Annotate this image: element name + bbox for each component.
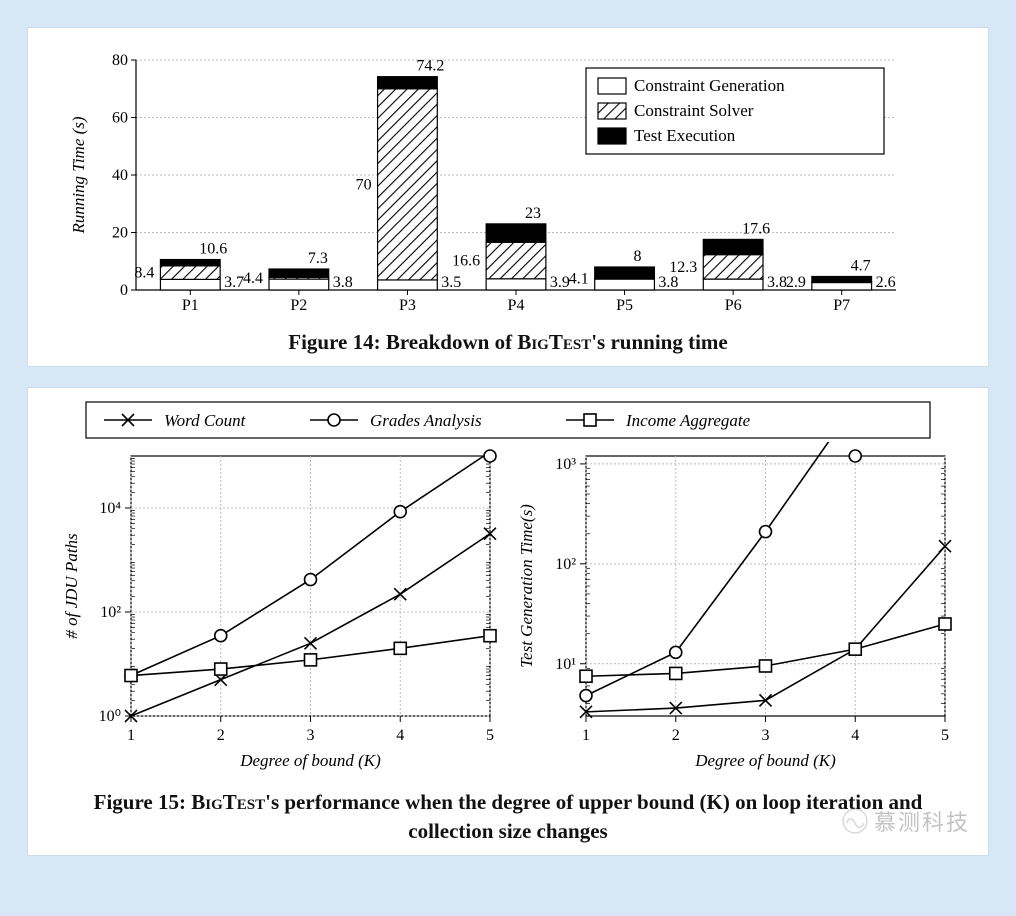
svg-text:17.6: 17.6 [742,220,770,237]
svg-text:12.3: 12.3 [669,259,697,276]
svg-text:10²: 10² [555,556,576,573]
svg-text:2: 2 [217,727,225,744]
svg-text:7.3: 7.3 [308,250,328,267]
svg-text:4: 4 [396,727,404,744]
figure-14-caption: Figure 14: Breakdown of BigTest's runnin… [46,328,970,356]
svg-text:Constraint Solver: Constraint Solver [634,101,754,120]
svg-text:Grades Analysis: Grades Analysis [370,411,482,430]
svg-text:70: 70 [356,176,372,193]
fig15-caption-sc: BigTest [191,790,265,814]
svg-text:Constraint Generation: Constraint Generation [634,76,785,95]
svg-text:P7: P7 [833,297,850,314]
svg-text:P2: P2 [290,297,307,314]
svg-text:3: 3 [307,727,315,744]
svg-text:P4: P4 [508,297,525,314]
svg-text:10⁴: 10⁴ [99,500,121,517]
svg-text:3.5: 3.5 [441,274,461,291]
svg-text:3.8: 3.8 [658,274,678,291]
fig14-caption-suffix: 's running time [591,330,728,354]
svg-text:4.4: 4.4 [243,270,263,287]
svg-text:Running Time (s): Running Time (s) [69,116,88,234]
svg-text:4.1: 4.1 [569,271,589,288]
svg-text:10²: 10² [100,604,121,621]
svg-text:8: 8 [634,248,642,265]
fig15-caption-suffix: 's performance when the degree of upper … [265,790,922,842]
svg-text:4: 4 [851,727,859,744]
figure-14-chart: 0 20 40 60 80 Running Time (s) 8.4 10.6 3.7 P1 4.4… [46,42,970,322]
svg-text:P6: P6 [725,297,742,314]
figure-15-caption: Figure 15: BigTest's performance when th… [46,788,970,845]
svg-text:4.7: 4.7 [851,257,871,274]
svg-text:P3: P3 [399,297,416,314]
figure-15-legend: Word Count Grades Analysis Income Aggregat… [46,398,970,442]
svg-text:16.6: 16.6 [452,253,480,270]
fig14-caption-sc: BigTest [517,330,591,354]
figure-15-left-chart: 10⁰ 10² 10⁴ 1 2 3 4 5 # of JDU Paths Degree of bo… [53,442,508,782]
figure-15-panel: Word Count Grades Analysis Income Aggregat… [28,388,988,855]
svg-text:74.2: 74.2 [416,58,444,75]
svg-text:1: 1 [582,727,590,744]
svg-text:Income Aggregate: Income Aggregate [625,411,751,430]
svg-text:23: 23 [525,205,541,222]
svg-text:0: 0 [120,282,128,299]
svg-text:1: 1 [127,727,135,744]
fig15-caption-prefix: Figure 15: [94,790,192,814]
svg-text:80: 80 [112,52,128,69]
svg-text:Test Generation Time(s): Test Generation Time(s) [517,504,536,668]
svg-text:2.9: 2.9 [786,274,806,291]
svg-text:40: 40 [112,167,128,184]
svg-text:60: 60 [112,110,128,127]
svg-text:2.6: 2.6 [876,274,896,291]
svg-text:10⁰: 10⁰ [99,708,121,725]
svg-text:3.8: 3.8 [333,274,353,291]
svg-text:20: 20 [112,225,128,242]
svg-text:3.7: 3.7 [224,274,244,291]
figure-14-panel: 0 20 40 60 80 Running Time (s) 8.4 10.6 3.7 P1 4.4… [28,28,988,366]
svg-text:3.8: 3.8 [767,274,787,291]
svg-text:Degree of bound (K): Degree of bound (K) [239,751,381,770]
svg-text:5: 5 [486,727,494,744]
svg-text:P1: P1 [182,297,199,314]
svg-text:10.6: 10.6 [199,241,227,258]
svg-text:Degree of bound (K): Degree of bound (K) [694,751,836,770]
svg-text:3: 3 [762,727,770,744]
svg-text:10¹: 10¹ [555,656,576,673]
svg-text:2: 2 [672,727,680,744]
svg-text:Word Count: Word Count [164,411,247,430]
svg-text:5: 5 [941,727,949,744]
svg-text:10³: 10³ [555,456,576,473]
svg-text:8.4: 8.4 [134,265,154,282]
fig14-caption-prefix: Figure 14: Breakdown of [288,330,517,354]
svg-text:3.9: 3.9 [550,274,570,291]
svg-text:Test Execution: Test Execution [634,126,736,145]
svg-text:# of JDU Paths: # of JDU Paths [62,533,81,639]
svg-text:P5: P5 [616,297,633,314]
figure-15-right-chart: 10¹ 10² 10³ 1 2 3 4 5 Test Generation Time(s) Deg… [508,442,963,782]
